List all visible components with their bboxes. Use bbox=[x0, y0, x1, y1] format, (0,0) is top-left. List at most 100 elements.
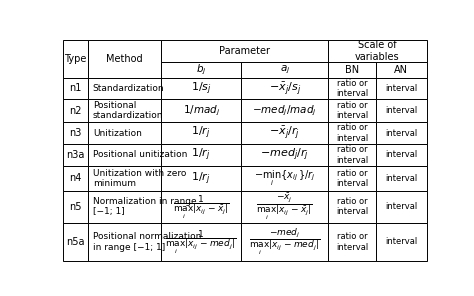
Text: n1: n1 bbox=[70, 83, 82, 94]
Bar bbox=[376, 191, 427, 223]
Bar bbox=[328, 191, 376, 223]
Bar bbox=[63, 191, 88, 223]
Bar bbox=[63, 122, 88, 144]
Bar bbox=[328, 62, 376, 78]
Bar bbox=[241, 223, 328, 261]
Bar bbox=[328, 99, 376, 122]
Text: ratio or
interval: ratio or interval bbox=[336, 79, 368, 98]
Bar bbox=[161, 78, 241, 99]
Bar bbox=[241, 144, 328, 166]
Bar bbox=[63, 78, 88, 99]
Bar bbox=[88, 166, 161, 191]
Text: $\dfrac{1}{\max_i|x_{ij}-med_j|}$: $\dfrac{1}{\max_i|x_{ij}-med_j|}$ bbox=[165, 228, 237, 255]
Text: Scale of
variables: Scale of variables bbox=[355, 40, 400, 62]
Bar bbox=[328, 223, 376, 261]
Text: n5: n5 bbox=[69, 202, 82, 212]
Bar bbox=[88, 144, 161, 166]
Text: $-med_j/mad_j$: $-med_j/mad_j$ bbox=[253, 104, 317, 118]
Bar bbox=[88, 40, 161, 78]
Text: n2: n2 bbox=[69, 106, 82, 116]
Text: $\dfrac{-\bar{x}_j}{\max_i|x_{ij}-\bar{x}_j|}$: $\dfrac{-\bar{x}_j}{\max_i|x_{ij}-\bar{x… bbox=[256, 192, 313, 222]
Bar bbox=[63, 40, 88, 78]
Bar bbox=[161, 99, 241, 122]
Text: Positional
standardization: Positional standardization bbox=[93, 101, 163, 120]
Bar bbox=[88, 223, 161, 261]
Text: $\dfrac{1}{\max_i|x_{ij}-\bar{x}_j|}$: $\dfrac{1}{\max_i|x_{ij}-\bar{x}_j|}$ bbox=[173, 193, 229, 221]
Bar bbox=[376, 122, 427, 144]
Text: $b_j$: $b_j$ bbox=[196, 62, 206, 77]
Bar bbox=[376, 166, 427, 191]
Text: ratio or
interval: ratio or interval bbox=[336, 232, 368, 252]
Bar bbox=[161, 62, 241, 78]
Text: interval: interval bbox=[385, 237, 417, 246]
Text: Normalization in range
[−1; 1]: Normalization in range [−1; 1] bbox=[93, 197, 196, 216]
Text: interval: interval bbox=[385, 202, 417, 211]
Text: $1/r_j$: $1/r_j$ bbox=[191, 170, 211, 186]
Bar bbox=[88, 122, 161, 144]
Text: Positional unitization: Positional unitization bbox=[93, 150, 187, 159]
Bar bbox=[63, 166, 88, 191]
Bar bbox=[161, 144, 241, 166]
Text: Unitization: Unitization bbox=[93, 128, 142, 138]
Text: Standardization: Standardization bbox=[93, 84, 164, 93]
Bar bbox=[241, 166, 328, 191]
Bar bbox=[88, 99, 161, 122]
Bar bbox=[241, 78, 328, 99]
Bar bbox=[328, 122, 376, 144]
Bar bbox=[88, 191, 161, 223]
Text: ratio or
interval: ratio or interval bbox=[336, 169, 368, 188]
Bar bbox=[328, 40, 427, 62]
Bar bbox=[161, 223, 241, 261]
Text: $-\min_i\{x_{ij}\}/r_j$: $-\min_i\{x_{ij}\}/r_j$ bbox=[254, 169, 316, 188]
Text: Positional normalization
in range [−1; 1]: Positional normalization in range [−1; 1… bbox=[93, 232, 201, 252]
Text: interval: interval bbox=[385, 174, 417, 183]
Bar bbox=[63, 99, 88, 122]
Bar bbox=[161, 166, 241, 191]
Bar bbox=[161, 40, 328, 62]
Bar bbox=[63, 223, 88, 261]
Bar bbox=[376, 99, 427, 122]
Text: n5a: n5a bbox=[66, 237, 85, 247]
Text: interval: interval bbox=[385, 84, 417, 93]
Text: ratio or
interval: ratio or interval bbox=[336, 145, 368, 165]
Text: Type: Type bbox=[64, 54, 87, 64]
Bar bbox=[161, 191, 241, 223]
Text: n4: n4 bbox=[70, 173, 82, 184]
Text: $-\bar{x}_j/r_j$: $-\bar{x}_j/r_j$ bbox=[269, 125, 300, 141]
Bar bbox=[376, 62, 427, 78]
Bar bbox=[376, 223, 427, 261]
Bar bbox=[161, 122, 241, 144]
Bar bbox=[328, 166, 376, 191]
Text: $1/mad_j$: $1/mad_j$ bbox=[182, 104, 220, 118]
Bar bbox=[376, 78, 427, 99]
Text: $a_j$: $a_j$ bbox=[280, 63, 290, 76]
Text: interval: interval bbox=[385, 106, 417, 115]
Text: $1/r_j$: $1/r_j$ bbox=[191, 147, 211, 163]
Bar bbox=[241, 122, 328, 144]
Text: Method: Method bbox=[107, 54, 143, 64]
Text: ratio or
interval: ratio or interval bbox=[336, 123, 368, 143]
Text: ratio or
interval: ratio or interval bbox=[336, 197, 368, 216]
Text: $-med_j/r_j$: $-med_j/r_j$ bbox=[260, 147, 309, 163]
Text: n3: n3 bbox=[70, 128, 82, 138]
Text: interval: interval bbox=[385, 128, 417, 138]
Bar bbox=[88, 78, 161, 99]
Text: n3a: n3a bbox=[66, 150, 85, 160]
Bar bbox=[63, 144, 88, 166]
Bar bbox=[241, 62, 328, 78]
Text: ratio or
interval: ratio or interval bbox=[336, 101, 368, 120]
Text: $\dfrac{-med_j}{\max_i|x_{ij}-med_j|}$: $\dfrac{-med_j}{\max_i|x_{ij}-med_j|}$ bbox=[249, 227, 320, 257]
Text: $1/s_j$: $1/s_j$ bbox=[191, 80, 211, 96]
Text: BN: BN bbox=[345, 65, 359, 75]
Bar bbox=[241, 191, 328, 223]
Bar bbox=[241, 99, 328, 122]
Text: interval: interval bbox=[385, 150, 417, 159]
Bar bbox=[328, 78, 376, 99]
Text: Unitization with zero
minimum: Unitization with zero minimum bbox=[93, 169, 186, 188]
Text: Parameter: Parameter bbox=[219, 46, 270, 56]
Text: $-\bar{x}_j/s_j$: $-\bar{x}_j/s_j$ bbox=[269, 80, 301, 97]
Bar bbox=[328, 144, 376, 166]
Bar bbox=[376, 144, 427, 166]
Text: AN: AN bbox=[394, 65, 408, 75]
Text: $1/r_j$: $1/r_j$ bbox=[191, 125, 211, 141]
